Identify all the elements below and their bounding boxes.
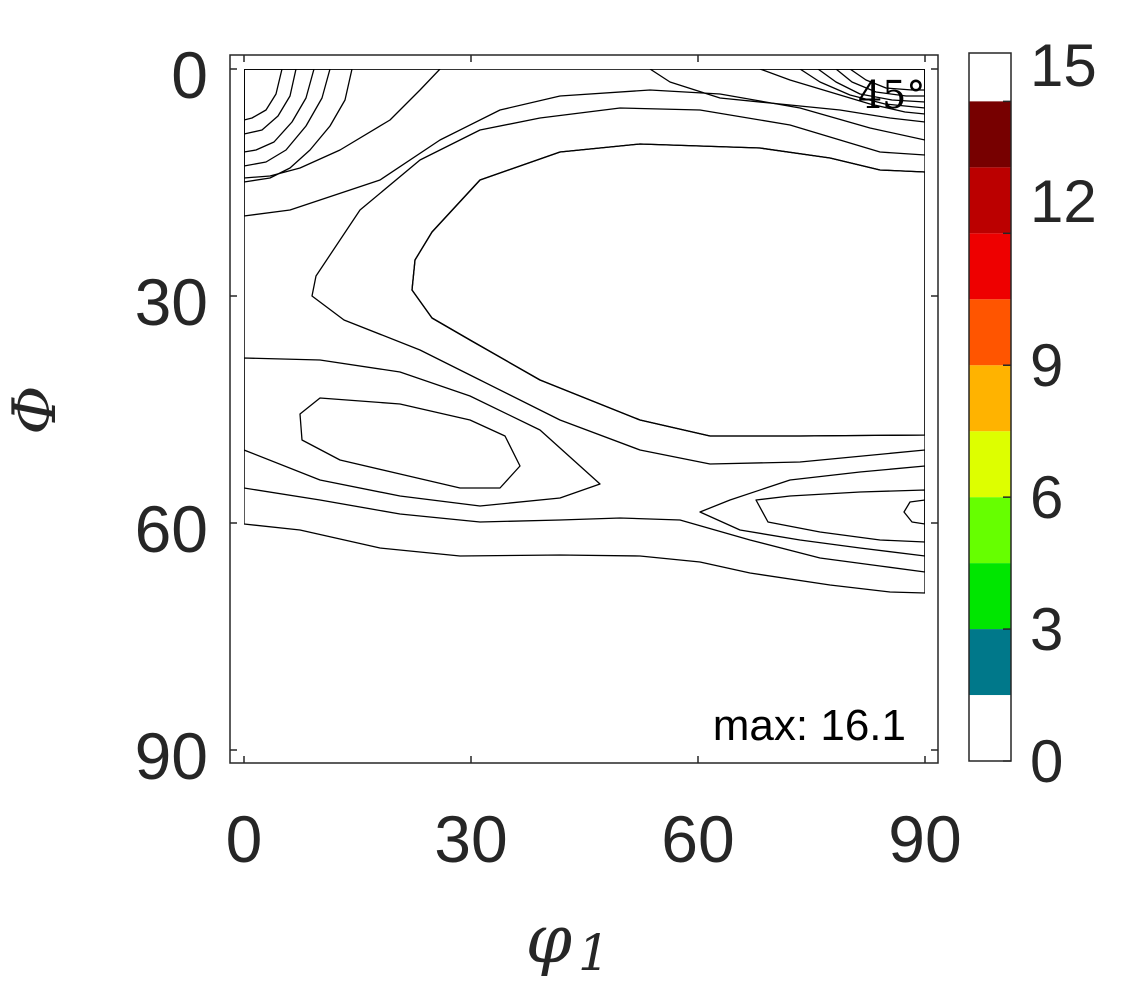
y-tick-label: 60 bbox=[135, 492, 208, 566]
x-tick-label: 90 bbox=[888, 802, 961, 876]
contour-level-5a bbox=[244, 69, 353, 183]
y-tick-label: 30 bbox=[135, 265, 208, 339]
y-tick-label: 0 bbox=[171, 38, 208, 112]
colorbar: 0 3 6 9 12 15 bbox=[968, 32, 1097, 795]
contour-level-4b bbox=[649, 69, 925, 123]
x-tick-labels: 0 30 60 90 bbox=[226, 802, 962, 876]
contour-level-3c bbox=[699, 465, 925, 557]
contour-level-3b bbox=[244, 357, 601, 507]
colorbar-segment bbox=[969, 629, 1011, 696]
contour-level-4c bbox=[299, 397, 521, 489]
contour-level-9a bbox=[244, 69, 283, 121]
colorbar-segment bbox=[969, 233, 1011, 300]
contour-level-4a bbox=[244, 69, 441, 179]
colorbar-segment bbox=[969, 167, 1011, 234]
colorbar-tick-label: 15 bbox=[1030, 32, 1097, 99]
colorbar-ticks bbox=[1003, 100, 1011, 762]
colorbar-segment bbox=[969, 695, 1011, 761]
contour-level-8a bbox=[244, 69, 297, 135]
colorbar-segment bbox=[969, 365, 1011, 432]
contour-level-9b bbox=[849, 69, 925, 91]
y-tick-label: 90 bbox=[135, 719, 208, 793]
contour-level-1 bbox=[244, 69, 925, 594]
colorbar-segment bbox=[969, 497, 1011, 564]
section-angle-label: 45° bbox=[858, 73, 925, 117]
colorbar-tick-label: 6 bbox=[1030, 464, 1063, 531]
max-annotation: max: 16.1 bbox=[713, 701, 906, 750]
contour-level-2 bbox=[244, 69, 925, 573]
colorbar-segment bbox=[969, 299, 1011, 366]
contour-level-6a bbox=[244, 69, 331, 167]
x-axis-label: φ 1 bbox=[526, 901, 610, 982]
contour-level-5b bbox=[759, 69, 925, 115]
x-axis-label-subscript: 1 bbox=[578, 924, 610, 982]
contour-level-3a bbox=[244, 69, 925, 217]
contour-level-8b bbox=[835, 69, 925, 97]
contour-level-5c bbox=[903, 499, 925, 525]
contour-level-4d bbox=[755, 489, 925, 543]
y-axis-label: Φ bbox=[0, 385, 70, 434]
colorbar-tick-label: 0 bbox=[1030, 728, 1063, 795]
colorbar-frame bbox=[968, 52, 1012, 762]
contour-level-6b bbox=[799, 69, 925, 109]
y-tick-labels: 0 30 60 90 bbox=[135, 38, 208, 793]
x-tick-label: 60 bbox=[661, 802, 734, 876]
x-axis-label-symbol: φ bbox=[526, 901, 572, 978]
x-tick-label: 0 bbox=[226, 802, 263, 876]
colorbar-segment bbox=[969, 101, 1011, 168]
colorbar-segment bbox=[969, 431, 1011, 498]
colorbar-tick-label: 9 bbox=[1030, 332, 1063, 399]
axis-ticks bbox=[230, 55, 938, 763]
colorbar-tick-label: 12 bbox=[1030, 168, 1097, 235]
colorbar-segments bbox=[969, 101, 1011, 761]
x-tick-label: 30 bbox=[434, 802, 507, 876]
contour-level-7a bbox=[244, 69, 315, 153]
colorbar-tick-label: 3 bbox=[1030, 596, 1063, 663]
colorbar-segment bbox=[969, 563, 1011, 630]
contour-layers bbox=[244, 69, 925, 594]
contour-level-7b bbox=[817, 69, 925, 103]
plot-area bbox=[229, 54, 939, 764]
